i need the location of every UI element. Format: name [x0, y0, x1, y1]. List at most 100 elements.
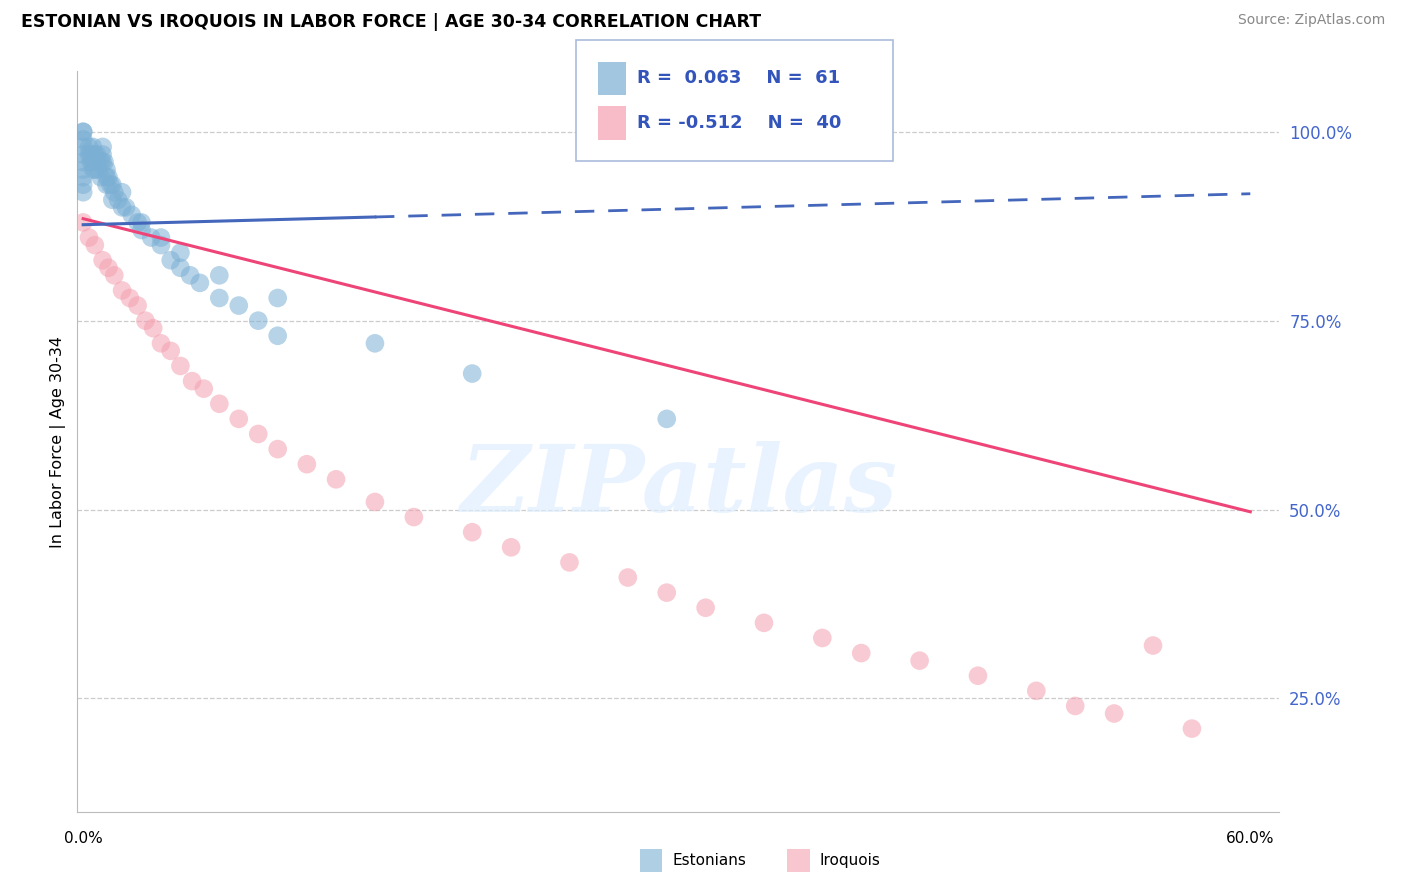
Point	[141, 230, 163, 244]
Point	[655, 585, 678, 599]
Point	[77, 140, 100, 154]
Point	[72, 186, 94, 200]
Point	[208, 291, 231, 305]
Point	[96, 162, 118, 177]
Point	[142, 321, 165, 335]
Point	[558, 556, 581, 570]
Point	[82, 140, 104, 154]
Point	[1142, 639, 1164, 653]
Point	[72, 162, 94, 177]
Point	[83, 162, 105, 177]
Point	[811, 631, 834, 645]
Point	[131, 223, 153, 237]
Point	[1181, 722, 1204, 736]
Point	[86, 147, 108, 161]
Point	[91, 147, 114, 161]
Point	[101, 178, 124, 192]
Point	[325, 472, 347, 486]
Point	[169, 260, 191, 275]
Point	[208, 397, 231, 411]
Point	[695, 600, 717, 615]
Point	[149, 238, 172, 252]
Y-axis label: In Labor Force | Age 30-34: In Labor Force | Age 30-34	[51, 335, 66, 548]
Point	[91, 253, 114, 268]
Point	[82, 162, 104, 177]
Point	[228, 412, 250, 426]
Point	[118, 291, 141, 305]
Point	[501, 541, 523, 555]
Point	[80, 147, 103, 161]
Point	[72, 178, 94, 192]
Point	[127, 215, 149, 229]
Point	[103, 186, 125, 200]
Point	[752, 615, 775, 630]
Point	[134, 313, 156, 327]
Point	[1064, 698, 1087, 713]
Point	[169, 245, 191, 260]
Point	[90, 155, 112, 169]
Point	[72, 170, 94, 185]
Point	[121, 208, 143, 222]
Point	[96, 170, 118, 185]
Point	[91, 140, 114, 154]
Point	[107, 193, 129, 207]
Point	[364, 336, 387, 351]
Point	[188, 276, 211, 290]
Point	[851, 646, 873, 660]
Point	[1025, 683, 1047, 698]
Text: Iroquois: Iroquois	[820, 854, 880, 868]
Point	[101, 193, 124, 207]
Point	[80, 155, 103, 169]
Point	[267, 328, 290, 343]
Point	[83, 238, 105, 252]
Point	[295, 457, 318, 471]
Text: ZIPatlas: ZIPatlas	[460, 441, 897, 531]
Point	[97, 260, 120, 275]
Point	[364, 495, 387, 509]
Point	[131, 215, 153, 229]
Point	[228, 299, 250, 313]
Point	[247, 313, 270, 327]
Point	[86, 155, 108, 169]
Point	[93, 155, 115, 169]
Point	[77, 147, 100, 161]
Point	[247, 427, 270, 442]
Point	[908, 654, 931, 668]
Text: 0.0%: 0.0%	[63, 830, 103, 846]
Text: ESTONIAN VS IROQUOIS IN LABOR FORCE | AGE 30-34 CORRELATION CHART: ESTONIAN VS IROQUOIS IN LABOR FORCE | AG…	[21, 13, 761, 31]
Point	[87, 162, 110, 177]
Point	[72, 125, 94, 139]
Point	[402, 510, 425, 524]
Point	[103, 268, 125, 283]
Point	[111, 200, 134, 214]
Point	[96, 178, 118, 192]
Point	[179, 268, 201, 283]
Point	[90, 170, 112, 185]
Point	[461, 525, 484, 540]
Point	[193, 382, 215, 396]
Text: R =  0.063    N =  61: R = 0.063 N = 61	[637, 70, 839, 87]
Point	[149, 336, 172, 351]
Point	[77, 230, 100, 244]
Point	[149, 230, 172, 244]
Point	[655, 412, 678, 426]
Point	[967, 669, 990, 683]
Point	[127, 299, 149, 313]
Point	[72, 155, 94, 169]
Point	[72, 147, 94, 161]
Point	[100, 178, 122, 192]
Point	[82, 155, 104, 169]
Point	[83, 147, 105, 161]
Text: Estonians: Estonians	[672, 854, 747, 868]
Text: R = -0.512    N =  40: R = -0.512 N = 40	[637, 114, 841, 132]
Point	[111, 284, 134, 298]
Point	[208, 268, 231, 283]
Text: Source: ZipAtlas.com: Source: ZipAtlas.com	[1237, 13, 1385, 28]
Point	[169, 359, 191, 373]
Point	[111, 186, 134, 200]
Point	[617, 570, 640, 584]
Point	[1102, 706, 1125, 721]
Point	[159, 343, 181, 358]
Point	[461, 367, 484, 381]
Text: 60.0%: 60.0%	[1226, 830, 1274, 846]
